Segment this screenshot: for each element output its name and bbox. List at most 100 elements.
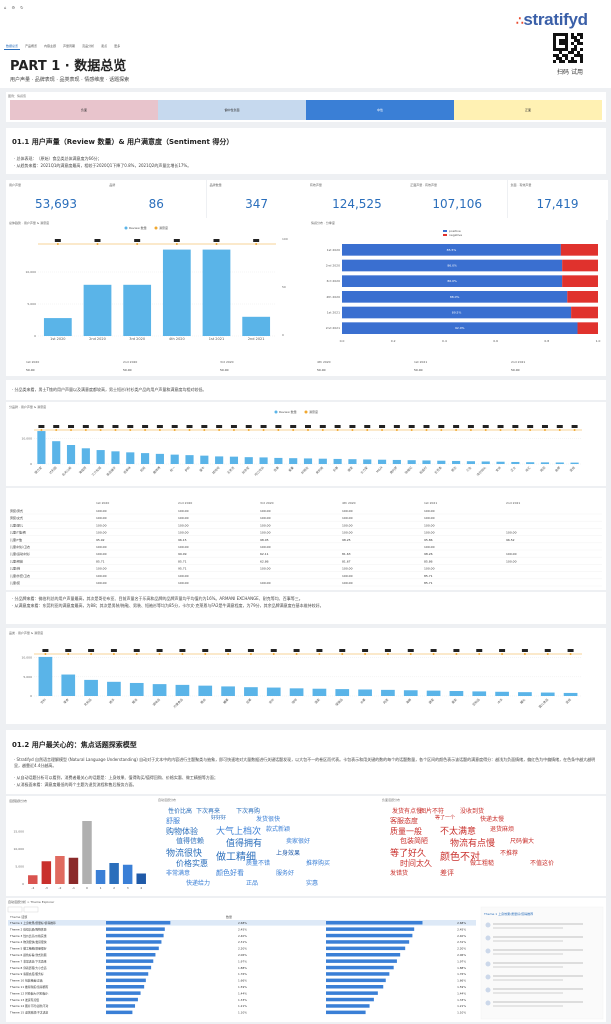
bar <box>202 249 231 336</box>
cloud-word[interactable]: 客服态度 <box>390 817 418 825</box>
cloud-word[interactable]: 等了一个 <box>435 815 456 821</box>
cloud-word[interactable]: 值得信赖 <box>176 837 204 845</box>
cloud-word[interactable]: 款式新颖 <box>266 826 291 833</box>
line-point <box>321 429 324 431</box>
legend-label: 满意度 <box>309 409 318 414</box>
cloud-word[interactable]: 质量一般 <box>390 827 422 836</box>
qr-cell <box>556 33 559 36</box>
cloud-word[interactable]: 上身效果 <box>276 850 301 857</box>
cloud-word[interactable]: 包装简陋 <box>400 837 428 845</box>
cloud-word[interactable]: 质量不错 <box>246 860 271 867</box>
cloud-word[interactable]: 推荐购买 <box>306 860 331 867</box>
cloud-word[interactable]: 快递太慢 <box>480 816 505 823</box>
tab-competitor[interactable]: 竞品分析 <box>82 44 95 48</box>
tab-product[interactable]: 产品概览 <box>25 44 38 48</box>
theme-pct: 1.44% <box>238 991 247 995</box>
bar <box>496 461 505 464</box>
theme-pct-2: 1.66% <box>457 979 466 983</box>
cloud-word[interactable]: 不值这价 <box>530 860 555 867</box>
legend-label: Review 数量 <box>279 409 297 414</box>
qr-cell <box>559 42 562 45</box>
line-point <box>181 653 184 655</box>
cloud-word[interactable]: 发货很快 <box>256 816 281 823</box>
cloud-word[interactable]: 价格实惠 <box>176 859 208 868</box>
cloud-word[interactable]: 大气上档次 <box>216 827 262 837</box>
row-label: 儿童/运动/衬衫 <box>10 551 30 556</box>
theme-row-label: Theme 2 值得信赖/购物体验 <box>9 927 47 931</box>
data-label: 86.0% <box>447 264 457 268</box>
settings-icon[interactable]: ⚙ <box>11 5 16 10</box>
cloud-word[interactable]: 做工粗糙 <box>470 860 495 867</box>
refresh-icon[interactable]: ↻ <box>20 5 24 10</box>
cloud-word[interactable]: 好好好 <box>211 815 227 821</box>
qr-cell <box>553 42 556 45</box>
bar <box>41 861 52 884</box>
cloud-word[interactable]: 做工精细 <box>216 852 256 863</box>
cloud-word[interactable]: 服务好 <box>276 870 295 877</box>
line-point <box>523 653 526 655</box>
theme-bar <box>106 985 145 989</box>
theme-row-bg <box>8 996 476 1003</box>
tab-content[interactable]: 内容主题 <box>44 44 57 48</box>
theme-explorer: Theme 话题 数量 Theme 1 上身效果/质量好/值得推荐 2.68% 2.68… <box>7 906 604 1020</box>
bar-positive <box>342 306 572 319</box>
table-cell: 98.25 <box>342 538 351 542</box>
cloud-word[interactable]: 退货麻烦 <box>490 826 515 833</box>
section2-note-3: · 从消极面来看：满意度最低的两个主题为退货流程和售后服务方面。 <box>14 782 137 787</box>
cloud-word[interactable]: 快递给力 <box>186 880 211 887</box>
qr-cell <box>580 33 583 36</box>
home-icon[interactable]: ⌂ <box>4 5 7 10</box>
cloud-word[interactable]: 舒服 <box>166 817 180 825</box>
tab-cycle[interactable]: 声量周期 <box>63 44 76 48</box>
cloud-word[interactable]: 发货有点慢 <box>392 808 423 815</box>
table-cell: 100.00 <box>260 523 271 527</box>
bar <box>111 451 120 464</box>
theme-row-bg <box>8 926 476 932</box>
x-tick-label: 娃哈哈 <box>211 465 221 475</box>
bar <box>570 462 579 464</box>
theme-pct: 2.20% <box>238 947 247 951</box>
tab-more[interactable]: 更多 <box>114 44 121 48</box>
cloud-word[interactable]: 颜色好看 <box>216 869 244 877</box>
review-line <box>493 1005 563 1007</box>
x-tick-label: 3 <box>127 886 129 890</box>
cloud-word[interactable]: 实惠 <box>306 880 319 887</box>
cloud-word[interactable]: 图片不符 <box>420 808 445 815</box>
tab-selling[interactable]: 卖点 <box>101 44 108 48</box>
bar <box>136 873 146 884</box>
cloud-word[interactable]: 没收到货 <box>460 808 485 815</box>
cloud-word[interactable]: 值得拥有 <box>226 839 263 849</box>
cloud-word[interactable]: 时间太久 <box>400 859 432 868</box>
x-tick-label: 稻香村 <box>418 465 428 475</box>
qr-cell <box>553 33 556 36</box>
cloud-word[interactable]: 下次再来 <box>196 808 221 815</box>
bar <box>43 318 72 336</box>
cloud-word[interactable]: 非常满意 <box>166 870 191 877</box>
cloud-word[interactable]: 不太满意 <box>440 827 477 837</box>
cloud-word[interactable]: 尺码偏大 <box>510 838 535 845</box>
x-tick-label: 健力宝 <box>33 465 43 475</box>
cloud-word[interactable]: 性价比高 <box>168 808 193 815</box>
cloud-word[interactable]: 等了好久 <box>390 849 427 859</box>
cloud-word[interactable]: 颜色不对 <box>440 852 480 863</box>
kpi-value: 124,525 <box>332 197 382 211</box>
line-point <box>341 653 344 655</box>
table-cell: 100.00 <box>260 516 271 520</box>
cloud-word[interactable]: 不推荐 <box>500 850 519 857</box>
data-label-bg <box>112 425 119 428</box>
table-cell: 100.00 <box>342 516 353 520</box>
cloud-word[interactable]: 购物体验 <box>166 827 198 836</box>
cloud-word[interactable]: 卖家很好 <box>286 838 311 845</box>
cloud-word[interactable]: 物流很快 <box>166 849 203 859</box>
x-tick-label: 正大 <box>509 465 517 473</box>
table-header: 4th 2020 <box>342 501 356 505</box>
cloud-word[interactable]: 正品 <box>246 880 259 887</box>
tab-overview[interactable]: 数据总览 <box>4 44 21 50</box>
cloud-word[interactable]: 下次再购 <box>236 808 261 815</box>
qr-cell <box>559 57 562 60</box>
cloud-word[interactable]: 差评 <box>440 869 454 877</box>
cloud-word[interactable]: 发错货 <box>390 870 409 877</box>
theme-pct: 1.97% <box>238 959 247 963</box>
cloud-word[interactable]: 物流有点慢 <box>450 839 496 849</box>
table-cell: 100.00 <box>96 509 107 513</box>
